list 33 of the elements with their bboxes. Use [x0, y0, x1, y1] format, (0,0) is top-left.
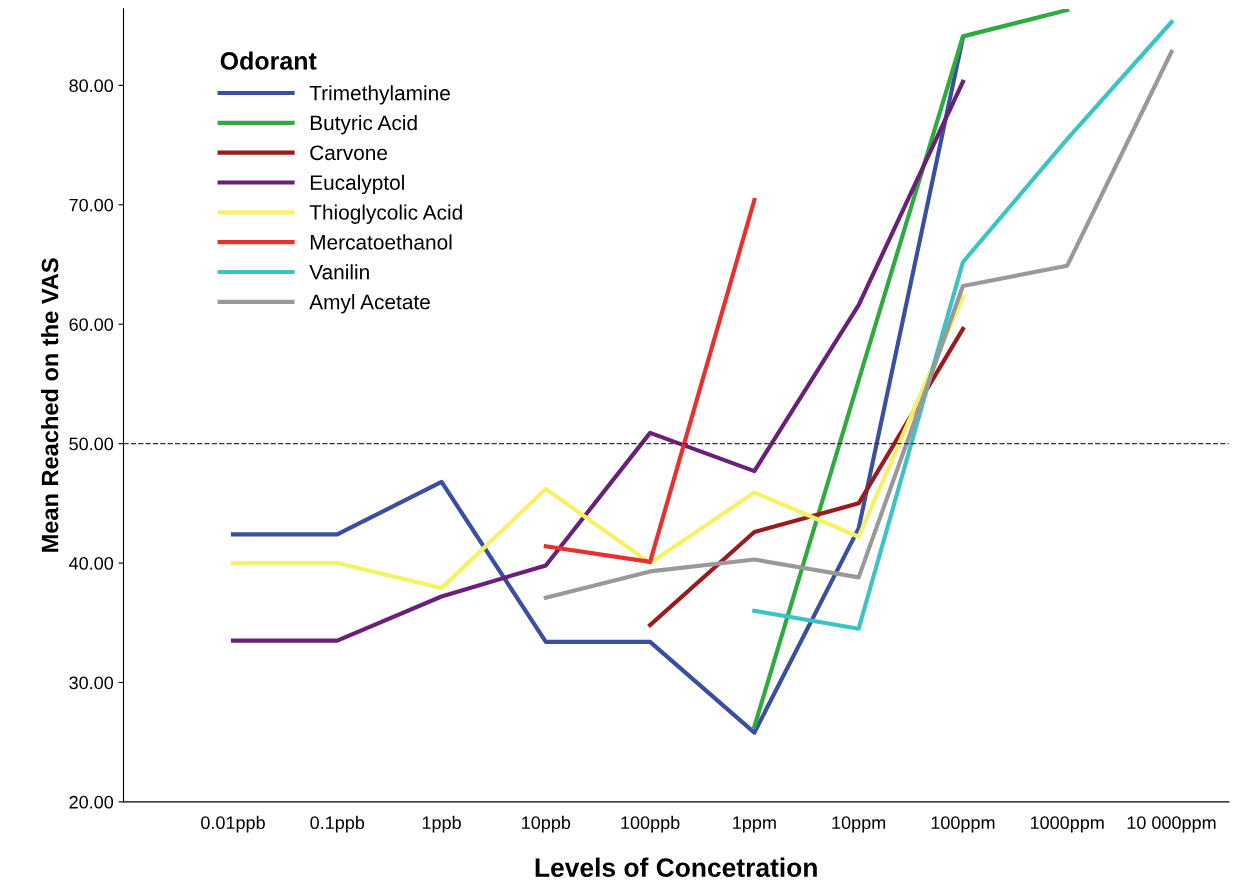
- x-tick-label: 100ppm: [931, 816, 995, 833]
- y-tick-label: 40.00: [69, 556, 114, 570]
- x-tick-label: 10ppb: [522, 815, 571, 833]
- x-tick-label: 10 000ppm: [1127, 816, 1216, 833]
- legend-title: Odorant: [220, 51, 317, 70]
- legend-label: Trimethylamine: [309, 85, 450, 105]
- line-series: [230, 294, 966, 591]
- x-tick-label: 100ppb: [621, 815, 680, 833]
- legend-label: Amyl Acetate: [309, 294, 430, 314]
- legend-label: Eucalyptol: [310, 174, 404, 195]
- line-series: [752, 8, 1070, 729]
- legend-label: Butyric Acid: [310, 115, 417, 135]
- x-tick-label: 1ppb: [422, 815, 461, 833]
- x-axis-title: Levels of Concetration: [535, 857, 817, 877]
- x-tick-label: 0.01ppb: [201, 815, 265, 833]
- legend-label: Carvone: [310, 145, 388, 161]
- y-tick-label: 80.00: [69, 79, 114, 93]
- y-axis-title: Mean Reached on the VAS: [41, 258, 59, 552]
- x-tick-label: 0.1ppb: [310, 815, 365, 833]
- y-tick-label: 50.00: [69, 437, 114, 451]
- y-tick-label: 30.00: [69, 676, 114, 690]
- y-tick-label: 20.00: [69, 795, 114, 809]
- line-series: [752, 19, 1174, 631]
- y-tick-label: 70.00: [69, 198, 114, 212]
- line-series: [230, 79, 966, 643]
- line-series: [543, 49, 1174, 600]
- legend-label: Vanilin: [309, 264, 369, 280]
- x-tick-label: 1ppm: [733, 816, 776, 833]
- x-tick-label: 1000ppm: [1030, 816, 1104, 833]
- x-tick-label: 10ppm: [832, 816, 886, 833]
- legend-label: Thioglycolic Acid: [309, 204, 462, 224]
- legend-label: Mercatoethanol: [310, 234, 452, 250]
- y-tick-label: 60.00: [69, 318, 114, 331]
